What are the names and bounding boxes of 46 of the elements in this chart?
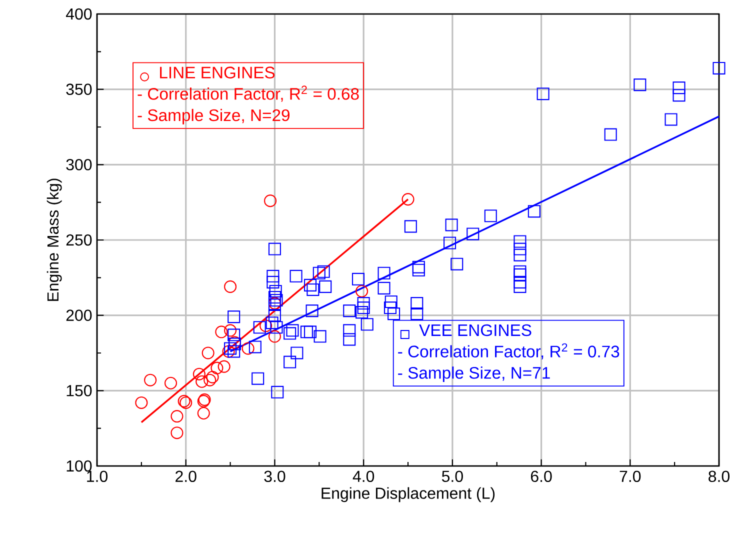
point [215, 326, 228, 338]
x-tick-label: 6.0 [530, 470, 552, 482]
point [206, 370, 219, 384]
annotation: - Sample Size, N=71 [398, 366, 550, 382]
y-axis-title: Engine Mass (kg) [46, 178, 62, 301]
x-tick-label: 2.0 [176, 470, 196, 482]
x-tick-label: 5.0 [442, 470, 463, 482]
y-tick-label: 200 [66, 310, 92, 321]
point [202, 346, 214, 360]
x-axis-title: Engine Displacement (L) [322, 487, 495, 502]
annotation: - Correlation Factor, R$^{2}$ = 0.73 [398, 343, 620, 360]
y-tick-label: 100 [66, 460, 92, 472]
point [135, 396, 148, 409]
annotation: - Sample Size, N=29 [138, 108, 290, 124]
x-tick-label: 4.0 [352, 470, 374, 482]
point [242, 342, 254, 355]
point [224, 280, 237, 293]
point [196, 375, 208, 388]
annotation: - Correlation Factor, R$^{2}$ = 0.68 [138, 86, 359, 102]
y-tick-label: 150 [66, 384, 92, 396]
point [356, 284, 368, 298]
point [192, 368, 206, 380]
point [204, 374, 216, 386]
point [402, 193, 414, 206]
legend-label: LINE ENGINES [160, 66, 275, 78]
point [264, 194, 277, 208]
point [210, 362, 224, 374]
x-tick-label: 7.0 [620, 470, 641, 482]
point [224, 324, 237, 337]
point [268, 330, 281, 343]
point [170, 410, 184, 423]
point [197, 406, 210, 420]
point [222, 345, 235, 358]
legend-label: VEE ENGINES [419, 324, 532, 336]
y-tick-label: 250 [66, 234, 92, 246]
x-tick-label: 1.0 [87, 470, 108, 482]
x-tick-label: 8.0 [708, 470, 730, 482]
point [164, 376, 178, 390]
point [170, 426, 184, 440]
y-tick-label: 400 [66, 8, 92, 20]
y-tick-label: 350 [66, 84, 92, 95]
point [144, 374, 157, 386]
x-tick-label: 3.0 [264, 470, 286, 482]
point [218, 360, 230, 373]
point [260, 320, 272, 332]
y-tick-label: 300 [66, 159, 92, 170]
